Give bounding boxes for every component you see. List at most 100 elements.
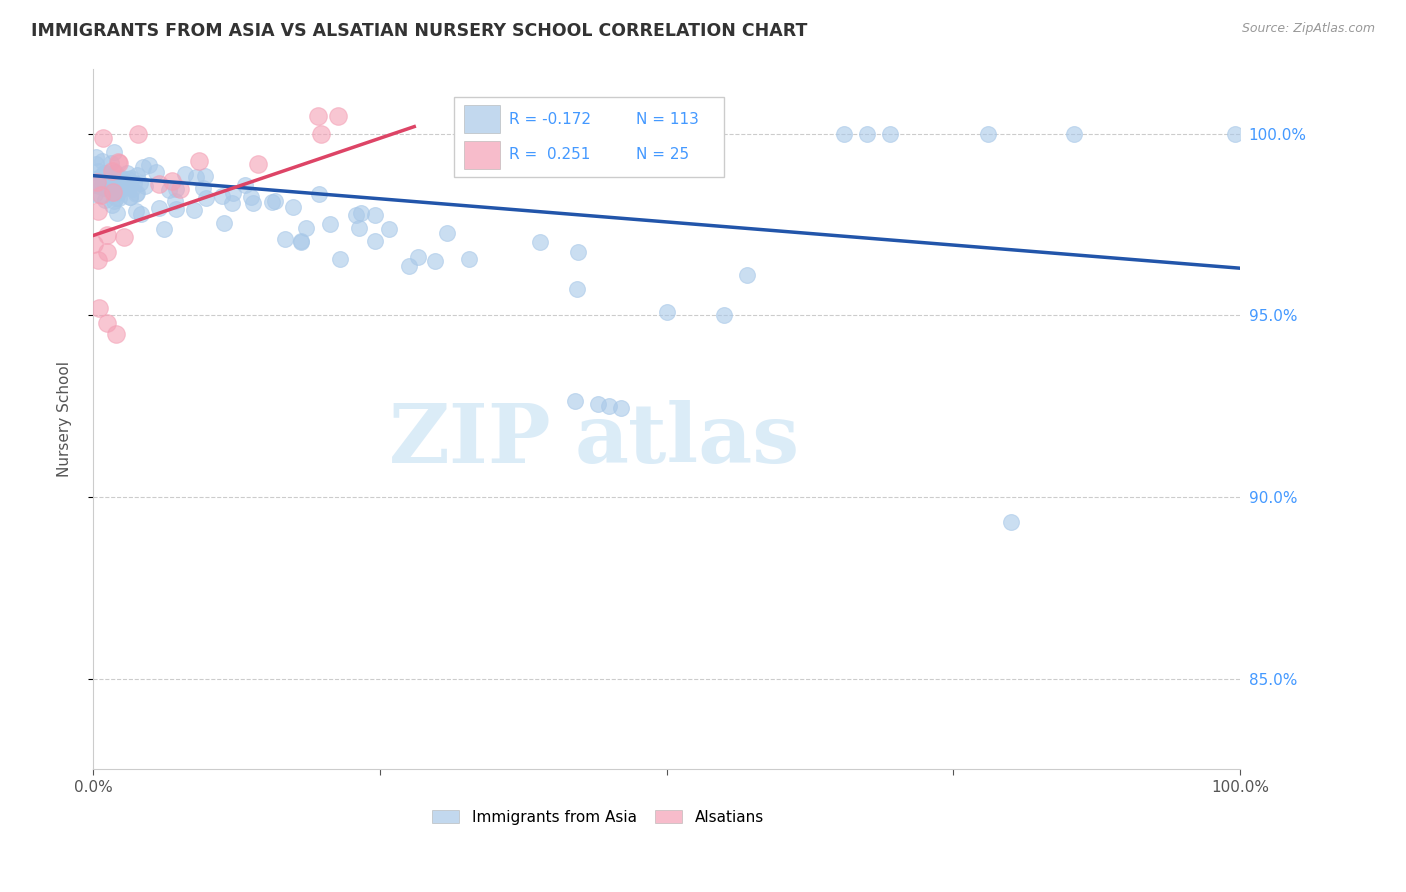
Point [349,220,371,235]
Point [90,179,112,194]
Point [1000,516,1022,530]
Point [94,166,117,180]
Point [87,164,110,178]
Point [111,170,134,185]
Point [157,183,180,197]
Point [97,178,120,192]
Point [344,208,367,222]
Point [84,173,107,187]
Point [101,179,124,194]
Point [174,167,197,181]
Point [104,186,127,201]
Text: IMMIGRANTS FROM ASIA VS ALSATIAN NURSERY SCHOOL CORRELATION CHART: IMMIGRANTS FROM ASIA VS ALSATIAN NURSERY… [31,22,807,40]
Point [93,166,115,180]
Point [165,202,187,217]
Point [239,190,262,204]
Point [105,205,128,219]
Point [105,191,128,205]
Point [329,252,352,267]
FancyBboxPatch shape [464,105,501,133]
Text: R = -0.172: R = -0.172 [509,112,592,127]
Point [233,178,256,193]
Point [138,158,160,172]
Point [108,156,131,170]
Point [107,154,129,169]
Point [101,198,124,212]
Point [86,253,108,268]
Point [194,169,217,183]
Point [125,204,148,219]
Point [294,221,316,235]
Point [564,393,586,408]
Point [84,157,107,171]
Point [118,190,141,204]
Point [148,177,170,191]
Point [457,252,479,267]
Point [93,194,115,208]
Point [101,163,124,178]
Point [398,260,420,274]
Point [107,181,129,195]
Point [163,194,186,208]
Point [148,201,170,215]
Point [132,160,155,174]
Point [364,234,387,248]
Point [162,173,184,187]
Point [86,176,108,190]
Point [103,145,125,159]
Point [107,182,129,196]
Point [529,235,551,249]
Point [326,109,349,123]
Point [93,181,115,195]
Point [735,268,758,283]
Point [879,127,901,141]
Y-axis label: Nursery School: Nursery School [58,361,72,477]
Point [290,235,312,250]
Point [187,153,209,168]
Text: R =  0.251: R = 0.251 [509,147,591,162]
Point [221,195,243,210]
Point [87,203,110,218]
Point [222,186,245,200]
Point [308,187,330,202]
Point [290,234,312,248]
Point [112,181,135,195]
Point [100,182,122,196]
Point [112,230,135,244]
Point [117,166,139,180]
Point [281,201,304,215]
Point [103,178,125,192]
Point [86,150,108,164]
Point [90,188,112,202]
Point [318,217,340,231]
Point [610,401,633,415]
Point [101,171,124,186]
Point [211,189,233,203]
Point [350,206,373,220]
Point [127,186,149,200]
Point [100,156,122,170]
Point [145,165,167,179]
Point [309,127,332,141]
Point [97,181,120,195]
Point [1063,127,1085,141]
Point [120,190,142,204]
Point [134,178,156,193]
Point [264,194,287,208]
Point [260,195,283,210]
Point [423,254,446,268]
Point [107,186,129,201]
Text: ZIP: ZIP [389,400,553,480]
Point [105,179,128,194]
Point [117,172,139,186]
Point [96,316,118,330]
Point [378,222,401,236]
Point [186,169,208,184]
Point [214,216,236,230]
Point [195,190,218,204]
Point [96,228,118,243]
Point [246,157,269,171]
Text: N = 25: N = 25 [636,147,689,162]
Point [98,182,121,196]
Point [104,326,127,341]
